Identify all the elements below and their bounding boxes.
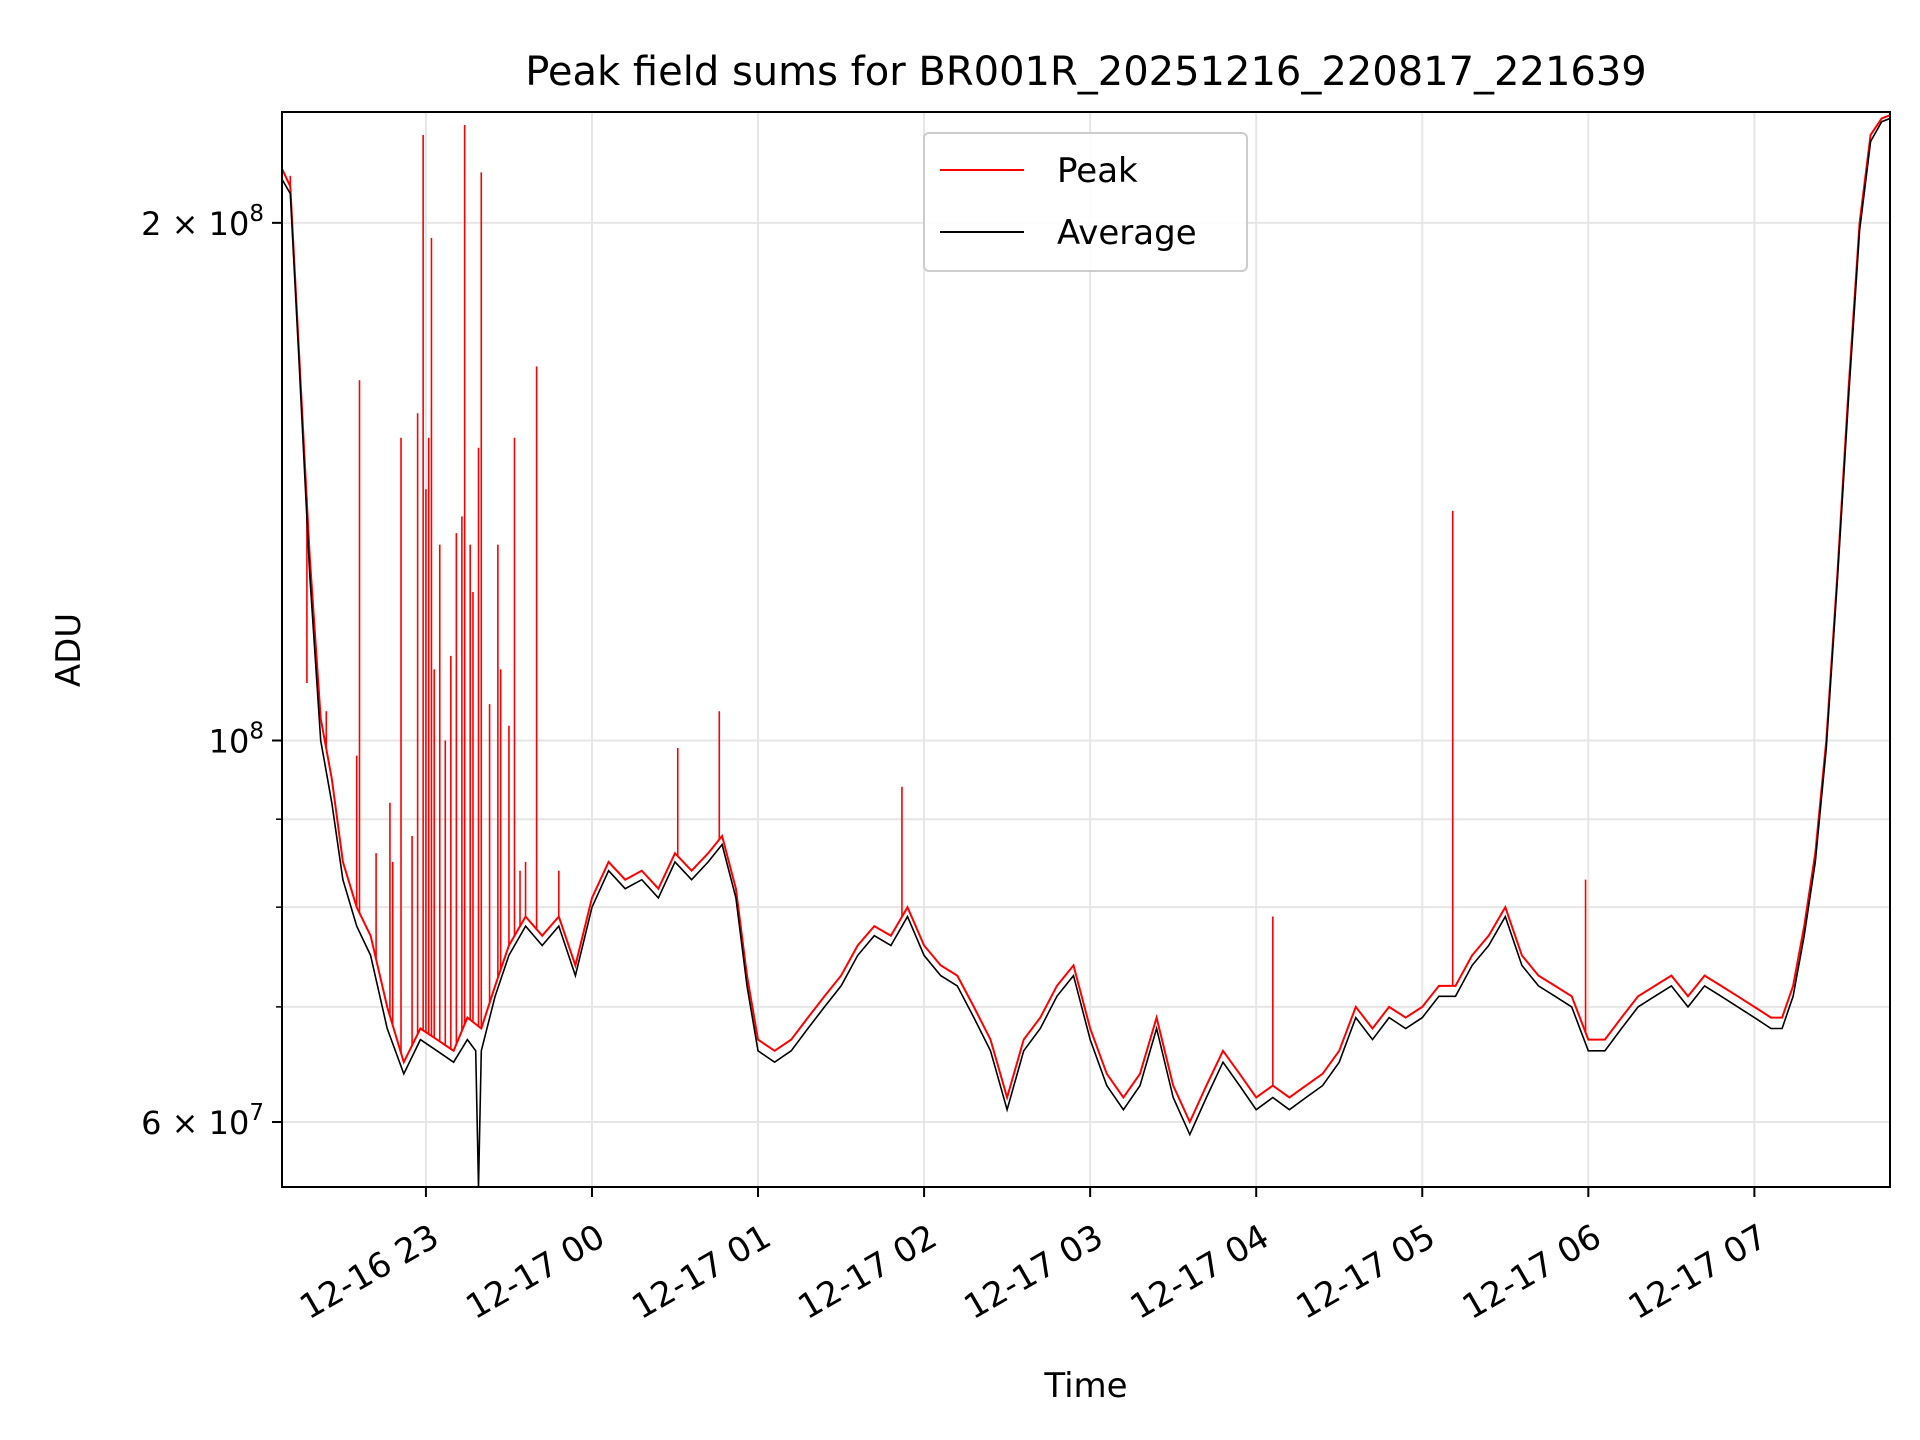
grid-layer xyxy=(282,112,1890,1187)
legend-box xyxy=(923,132,1248,272)
y-tick-label: 6 × 107 xyxy=(141,1100,264,1142)
plot-area-frame xyxy=(281,111,1891,1188)
x-tick-label: 12-17 02 xyxy=(791,1217,943,1328)
x-tick-label: 12-17 01 xyxy=(625,1217,777,1328)
legend-label-peak: Peak xyxy=(1057,151,1138,191)
x-axis: 12-16 23 12-17 00 12-17 01 12-17 02 12-17 03… xyxy=(293,1187,1774,1328)
legend-label-average: Average xyxy=(1057,213,1197,253)
x-tick-label: 12-17 03 xyxy=(958,1217,1110,1328)
y-axis: 6 × 107 108 2 × 108 xyxy=(141,201,282,1142)
x-tick-label: 12-16 23 xyxy=(293,1217,445,1328)
series-line-average xyxy=(282,117,1890,1187)
series-line-peak xyxy=(282,114,1890,1125)
legend: Peak Average xyxy=(923,132,1248,272)
y-axis-label: ADU xyxy=(49,613,89,687)
x-tick-label: 12-17 06 xyxy=(1456,1217,1608,1328)
y-tick-label: 108 xyxy=(209,719,264,761)
x-tick-label: 12-17 05 xyxy=(1290,1217,1442,1328)
chart-title: Peak field sums for BR001R_20251216_2208… xyxy=(525,49,1647,95)
x-tick-label: 12-17 04 xyxy=(1124,1217,1276,1328)
series-layer xyxy=(282,114,1890,1187)
y-tick-label: 2 × 108 xyxy=(141,201,264,243)
x-tick-label: 12-17 07 xyxy=(1622,1217,1774,1328)
x-tick-label: 12-17 00 xyxy=(459,1217,611,1328)
x-axis-label: Time xyxy=(1043,1366,1127,1406)
